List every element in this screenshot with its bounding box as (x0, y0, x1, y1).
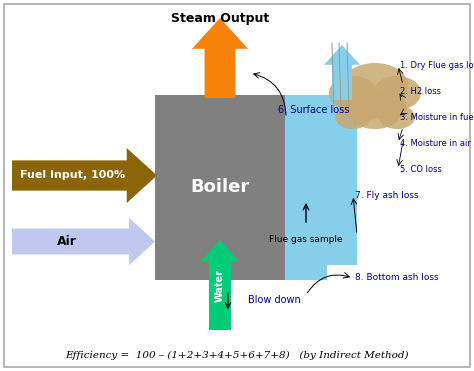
Text: Boiler: Boiler (191, 178, 250, 197)
Polygon shape (12, 218, 155, 265)
FancyBboxPatch shape (327, 95, 357, 145)
Text: Fuel Input, 100%: Fuel Input, 100% (20, 171, 126, 181)
Ellipse shape (343, 93, 383, 121)
FancyBboxPatch shape (285, 95, 327, 280)
Ellipse shape (373, 76, 421, 110)
Polygon shape (324, 45, 360, 100)
Text: Water: Water (215, 269, 225, 302)
Text: 3. Moisture in fuel: 3. Moisture in fuel (400, 112, 474, 121)
FancyBboxPatch shape (4, 4, 470, 367)
Text: 2. H2 loss: 2. H2 loss (400, 86, 441, 95)
Ellipse shape (329, 76, 377, 110)
Polygon shape (192, 18, 248, 98)
Text: Blow down: Blow down (248, 295, 301, 305)
Text: 5. CO loss: 5. CO loss (400, 164, 442, 174)
Ellipse shape (350, 101, 400, 129)
Text: 7. Fly ash loss: 7. Fly ash loss (355, 190, 419, 200)
Ellipse shape (379, 105, 415, 129)
Text: Flue gas sample: Flue gas sample (269, 236, 343, 244)
Text: 4. Moisture in air: 4. Moisture in air (400, 138, 471, 148)
FancyBboxPatch shape (327, 95, 357, 265)
Ellipse shape (335, 105, 371, 129)
Text: Air: Air (57, 235, 77, 248)
Polygon shape (200, 240, 240, 330)
FancyBboxPatch shape (155, 95, 285, 280)
Ellipse shape (342, 63, 408, 107)
Polygon shape (12, 148, 157, 203)
Text: 1. Dry Flue gas loss: 1. Dry Flue gas loss (400, 60, 474, 69)
Text: Efficiency =  100 – (1+2+3+4+5+6+7+8)   (by Indirect Method): Efficiency = 100 – (1+2+3+4+5+6+7+8) (by… (65, 351, 409, 359)
Text: 8. Bottom ash loss: 8. Bottom ash loss (355, 273, 438, 282)
Text: Steam Output: Steam Output (171, 12, 269, 25)
Text: 6. Surface loss: 6. Surface loss (278, 105, 349, 115)
Ellipse shape (367, 93, 407, 121)
